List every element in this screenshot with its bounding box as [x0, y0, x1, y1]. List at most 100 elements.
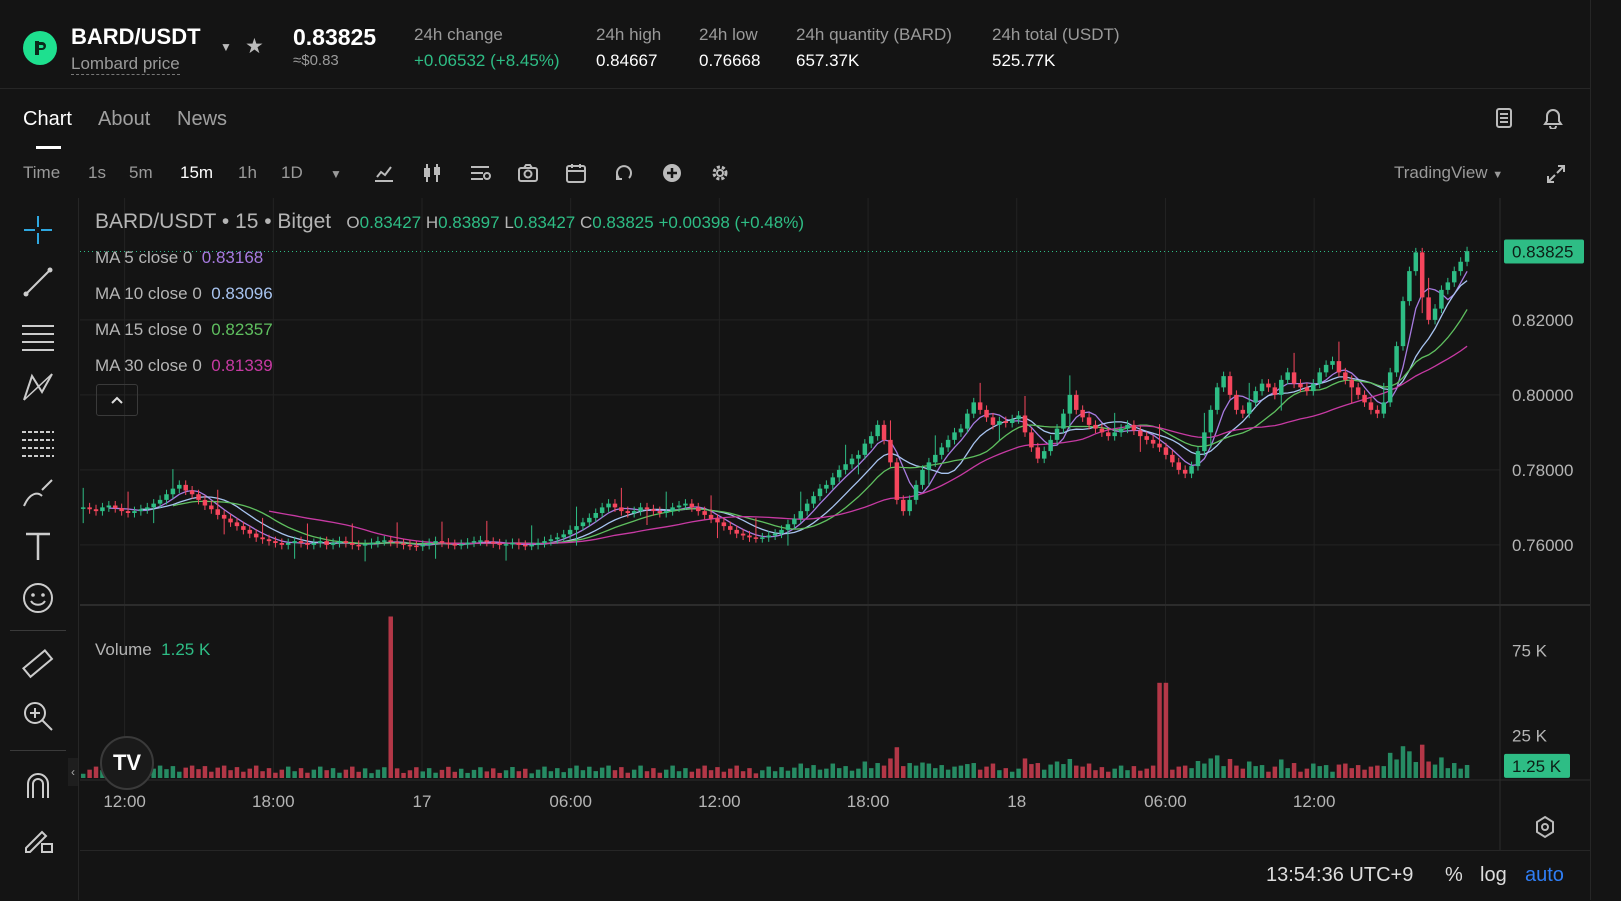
collapse-sidebar-icon[interactable]: ‹ — [68, 758, 78, 786]
volume-bar — [696, 768, 701, 778]
time-interval-label[interactable]: Time — [23, 163, 61, 182]
price-tick-label: 0.82000 — [1512, 311, 1573, 330]
legend-close: 0.83825 — [592, 213, 654, 232]
volume-bar — [612, 770, 618, 778]
ruler-measure-tool-icon[interactable] — [20, 646, 56, 682]
gear-icon[interactable] — [708, 161, 732, 185]
volume-bar — [228, 770, 233, 778]
volume-bar — [1029, 764, 1034, 778]
token-name-link[interactable]: Lombard price — [71, 54, 180, 75]
legend-ma15[interactable]: MA 15 close 0 0.82357 — [95, 320, 273, 340]
volume-bar — [1163, 682, 1169, 778]
volume-bar — [715, 767, 720, 778]
interval-5m[interactable]: 5m — [129, 163, 153, 182]
volume-bar — [420, 771, 426, 778]
favorite-star-icon[interactable]: ★ — [245, 35, 264, 58]
volume-bar — [433, 772, 438, 778]
zoom-in-tool-icon[interactable] — [20, 698, 56, 734]
calendar-icon[interactable] — [564, 161, 588, 185]
lock-drawings-tool-icon[interactable] — [20, 820, 56, 856]
volume-bar — [292, 771, 297, 778]
interval-15m[interactable]: 15m — [180, 163, 214, 182]
volume-bar — [247, 768, 253, 778]
text-tool-icon[interactable] — [20, 528, 56, 564]
candle-body — [510, 543, 515, 545]
chart-settings-icon[interactable] — [1533, 815, 1557, 839]
candle-body — [1227, 376, 1233, 395]
candle-type-icon[interactable] — [420, 161, 444, 185]
candle-body — [1131, 424, 1137, 431]
volume-bar — [305, 772, 310, 778]
ma-label: MA 30 close 0 — [95, 356, 202, 375]
volume-bar — [958, 765, 964, 778]
pair-dropdown-icon[interactable]: ▼ — [220, 40, 232, 54]
chart-provider-select[interactable]: TradingView ▼ — [1394, 163, 1503, 183]
volume-bar — [234, 767, 240, 778]
candle-body — [1099, 428, 1105, 433]
volume-bar — [183, 767, 188, 778]
brush-tool-icon[interactable] — [20, 476, 56, 512]
legend-ma5[interactable]: MA 5 close 0 0.83168 — [95, 248, 263, 268]
auto-scale-toggle[interactable]: auto — [1525, 864, 1564, 886]
candle-body — [1349, 379, 1354, 388]
fib-retracement-tool-icon[interactable] — [20, 424, 56, 460]
moving-average-lines — [108, 270, 1468, 546]
volume-bar — [202, 766, 208, 778]
volume-bar — [619, 767, 624, 778]
candle-body — [1259, 383, 1265, 392]
log-scale-toggle[interactable]: log — [1480, 864, 1507, 886]
price-alert-icon[interactable] — [1542, 107, 1564, 134]
candle-body — [663, 511, 669, 513]
interval-dropdown-icon[interactable]: ▼ — [330, 167, 342, 181]
candle-body — [1150, 439, 1156, 444]
volume-bar — [875, 763, 880, 778]
fullscreen-expand-icon[interactable] — [1545, 163, 1567, 185]
candle-body — [843, 464, 848, 470]
tab-chart[interactable]: Chart — [23, 108, 72, 130]
tab-about[interactable]: About — [98, 108, 151, 130]
volume-bar — [1067, 758, 1073, 778]
add-plus-icon[interactable] — [660, 161, 684, 185]
crosshair-tool-icon[interactable] — [20, 212, 56, 248]
collapse-legend-button[interactable] — [96, 384, 138, 416]
pattern-tool-icon[interactable] — [20, 370, 56, 406]
volume-bar — [471, 769, 477, 778]
chart-clock[interactable]: 13:54:36 UTC+9 — [1266, 864, 1414, 886]
volume-bar — [785, 770, 791, 778]
legend-ma10[interactable]: MA 10 close 0 0.83096 — [95, 284, 273, 304]
stat-24h-total: 24h total (USDT) 525.77K — [992, 25, 1120, 71]
volume-bar — [426, 768, 432, 778]
candle-body — [343, 541, 349, 543]
tab-news[interactable]: News — [177, 108, 228, 130]
trading-pair-title[interactable]: BARD/USDT — [71, 24, 201, 49]
chart-settings-list-icon[interactable] — [468, 161, 492, 185]
tradingview-logo-icon[interactable]: TV — [100, 736, 154, 790]
price-chart[interactable]: 0.82000 0.80000 0.78000 0.76000 75 K 25 K 12:0… — [80, 198, 1590, 850]
interval-1d[interactable]: 1D — [281, 163, 303, 182]
interval-1s[interactable]: 1s — [88, 163, 106, 182]
candle-body — [1009, 419, 1015, 423]
candle-body — [1106, 432, 1111, 437]
candle-body — [1163, 447, 1169, 455]
emoji-tool-icon[interactable] — [20, 580, 56, 616]
trend-line-tool-icon[interactable] — [20, 264, 56, 300]
volume-bar — [548, 771, 554, 778]
volume-bar — [599, 767, 605, 778]
magnet-tool-icon[interactable] — [20, 768, 56, 804]
candle-body — [285, 543, 291, 545]
orderbook-icon[interactable] — [1494, 107, 1514, 134]
legend-ma30[interactable]: MA 30 close 0 0.81339 — [95, 356, 273, 376]
volume-bar — [1202, 763, 1207, 778]
volume-bar — [817, 769, 823, 778]
indicators-icon[interactable] — [372, 161, 396, 185]
percent-scale-toggle[interactable]: % — [1445, 864, 1463, 886]
candle-body — [836, 469, 842, 478]
candle-body — [1048, 439, 1053, 452]
candle-body — [977, 402, 983, 410]
screenshot-camera-icon[interactable] — [516, 161, 540, 185]
undo-refresh-icon[interactable] — [612, 161, 636, 185]
candle-body — [1304, 387, 1310, 392]
interval-1h[interactable]: 1h — [238, 163, 257, 182]
parallel-lines-tool-icon[interactable] — [20, 318, 56, 354]
candle-body — [599, 507, 605, 513]
